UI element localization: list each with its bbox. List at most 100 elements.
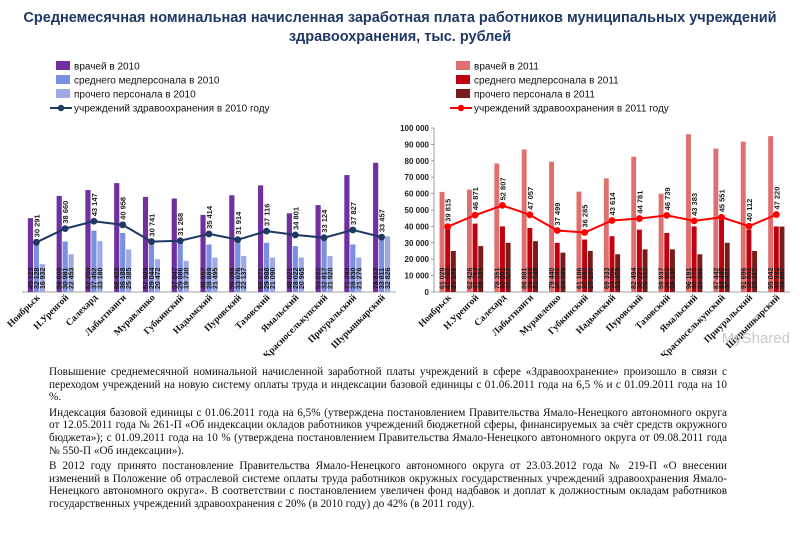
bar-value-label: 59 098 [229, 267, 236, 289]
bar-1 [257, 185, 264, 292]
bar-3 [154, 259, 161, 292]
line-point [61, 225, 69, 232]
bar-value-label: 62 426 [467, 267, 474, 289]
line-value-label: 52 807 [498, 177, 507, 200]
bar-3 [126, 249, 132, 292]
bar-1 [768, 136, 774, 292]
bar-value-label: 40 591 [500, 267, 507, 289]
bar-value-label: 40 775 [692, 267, 699, 289]
category-label: Приуральский [306, 292, 359, 345]
bar-value-label: 36 188 [120, 267, 127, 289]
bar-1 [114, 183, 120, 292]
line-point [718, 213, 725, 221]
bar-2 [554, 242, 560, 292]
line-value-label: 43 383 [690, 193, 699, 216]
bar-value-label: 19 730 [184, 267, 191, 289]
bar-value-label: 46 957 [201, 267, 208, 289]
bar-2 [350, 244, 356, 292]
bar-value-label: 30 981 [63, 267, 70, 289]
bar-2 [206, 244, 212, 292]
bar-value-label: 82 494 [631, 267, 638, 289]
bar-value-label: 30 421 [725, 267, 732, 289]
line-value-label: 33 124 [320, 209, 329, 233]
watermark: MyShared [721, 330, 790, 347]
bar-value-label: 32 817 [322, 267, 329, 289]
bar-value-label: 28 889 [207, 267, 214, 289]
line-point [32, 238, 40, 246]
line-value-label: 46 739 [663, 187, 672, 210]
line-point [581, 229, 589, 236]
bar-1 [142, 196, 149, 292]
bar-3 [560, 252, 566, 292]
bar-value-label: 21 920 [328, 267, 335, 289]
bar-value-label: 33 811 [379, 268, 386, 289]
bar-value-label: 58 609 [57, 267, 64, 289]
line-value-label: 45 551 [718, 189, 727, 212]
bar-value-label: 23 306 [697, 267, 704, 289]
bar-3 [183, 260, 189, 292]
legend-label-4: учреждений здравоохранения в 2010 году [74, 104, 270, 115]
line-value-label: 37 827 [349, 202, 358, 225]
bar-value-label: 25 198 [451, 267, 458, 289]
line-point [320, 234, 328, 242]
bar-2 [292, 246, 298, 292]
bar-3 [587, 251, 593, 292]
line-point [745, 222, 753, 230]
bar-value-label: 31 145 [533, 267, 540, 289]
bar-3 [642, 249, 648, 292]
bar-3 [356, 257, 362, 292]
line-point [608, 217, 616, 224]
line-point [499, 201, 506, 209]
bar-value-label: 26 312 [643, 267, 650, 289]
bar-value-label: 78 812 [373, 267, 380, 289]
bar-3 [39, 264, 45, 292]
bar-1 [344, 175, 350, 292]
y-tick-label: 0 [425, 288, 430, 297]
y-tick-label: 60 000 [405, 190, 430, 199]
bar-value-label: 23 478 [615, 267, 622, 289]
line-value-label: 37 116 [263, 204, 272, 227]
line-value-label: 30 741 [147, 214, 156, 237]
bar-1 [315, 205, 321, 292]
line-value-label: 34 801 [291, 207, 300, 230]
body-text: Повышение среднемесячной номинальной нач… [27, 366, 727, 514]
bar-1 [740, 141, 746, 292]
bar-value-label: 32 082 [582, 267, 589, 289]
line-point [234, 236, 242, 244]
legend-label-1: врачей в 2010 [74, 62, 140, 73]
bar-value-label: 29 988 [264, 267, 271, 289]
line-point [378, 233, 386, 241]
bar-2 [582, 239, 588, 292]
bar-value-label: 96 191 [686, 267, 693, 289]
bar-2 [691, 226, 697, 292]
bar-1 [576, 191, 582, 292]
bar-3 [615, 254, 621, 292]
line-point [635, 215, 643, 222]
bar-value-label: 21 495 [212, 267, 219, 289]
line-point [205, 230, 213, 238]
bar-value-label: 39 163 [527, 267, 534, 289]
bar-3 [450, 251, 456, 292]
line-point [772, 211, 780, 218]
bar-1 [466, 189, 472, 292]
bar-3 [68, 254, 74, 292]
y-tick-label: 30 000 [405, 239, 430, 248]
bar-value-label: 29 044 [149, 267, 156, 289]
bar-value-label: 34 106 [610, 267, 617, 289]
legend-label-4: учреждений здравоохранения в 2011 году [474, 104, 669, 115]
bar-2 [609, 236, 615, 292]
page-title: Среднемесячная номинальная начисленная з… [0, 9, 800, 47]
line-point [526, 211, 534, 219]
legend-label-3: прочего персонала в 2011 [474, 90, 595, 101]
bar-1 [631, 156, 637, 292]
y-tick-label: 50 000 [405, 206, 430, 215]
bar-3 [97, 241, 103, 292]
line-value-label: 46 871 [471, 187, 480, 210]
legend-marker [457, 104, 465, 112]
bar-2 [321, 237, 327, 292]
category-label: Шурышкарский [329, 292, 388, 351]
bar-1 [686, 134, 691, 292]
bar-value-label: 95 042 [768, 267, 775, 289]
line-point [553, 227, 561, 234]
bar-value-label: 32 128 [34, 267, 41, 289]
